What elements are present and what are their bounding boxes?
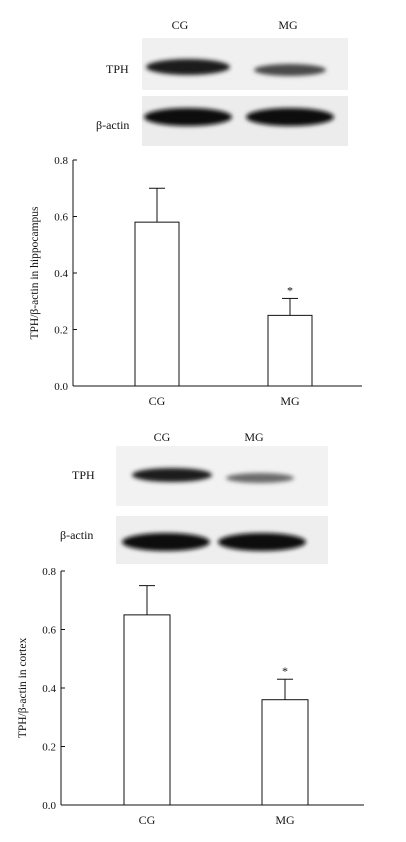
band-actin-mg	[218, 533, 306, 551]
bar-mg	[261, 699, 309, 806]
cortex-blot-image	[116, 446, 328, 564]
hippocampus-blot-image	[142, 38, 348, 146]
x-tick-label-mg: MG	[280, 394, 300, 408]
cortex-figure: CG MG TPH β-actin 0.0 0.2 0.4 0.6 0.8 TPH/β-a…	[0, 420, 406, 842]
band-tph-mg	[226, 473, 294, 483]
hippocampus-bar-chart: 0.0 0.2 0.4 0.6 0.8 TPH/β-actin in hippocampu…	[29, 155, 362, 408]
y-tick-label: 0.6	[54, 212, 68, 224]
hippocampus-figure: CG MG TPH β-actin 0.0 0.2 0.4 0.6 0.8 TPH/β-a…	[0, 0, 406, 420]
x-tick-label-cg: CG	[149, 394, 166, 408]
lane-label-cg: CG	[153, 430, 171, 444]
y-tick-label: 0.0	[42, 800, 56, 812]
blot-label-actin: β-actin	[60, 528, 94, 542]
band-actin-cg	[122, 533, 210, 551]
y-tick-label: 0.8	[42, 566, 56, 578]
y-tick-label: 0.2	[54, 325, 68, 337]
band-actin-mg	[246, 108, 334, 126]
y-tick-label: 0.4	[42, 683, 56, 695]
y-tick-label: 0.0	[54, 381, 68, 393]
x-tick-label-cg: CG	[139, 813, 156, 827]
blot-label-tph: TPH	[106, 62, 129, 76]
bar-cg	[134, 221, 180, 387]
blot-label-tph: TPH	[72, 468, 95, 482]
y-axis-label: TPH/β-actin in cortex	[17, 638, 29, 739]
blot-label-actin: β-actin	[96, 118, 130, 132]
band-actin-cg	[144, 108, 232, 126]
bar-mg	[267, 314, 313, 387]
y-tick-label: 0.2	[42, 742, 56, 754]
lane-label-mg: MG	[278, 18, 298, 32]
bar-cg	[123, 614, 171, 806]
x-tick-label-mg: MG	[275, 813, 295, 827]
cortex-bar-chart: 0.0 0.2 0.4 0.6 0.8 TPH/β-actin in cortex CG * M…	[17, 566, 364, 827]
band-tph-cg	[146, 59, 230, 75]
y-tick-label: 0.8	[54, 155, 68, 167]
band-tph-cg	[132, 468, 212, 482]
significance-mark-mg: *	[287, 283, 293, 297]
lane-label-cg: CG	[171, 18, 189, 32]
y-axis-label: TPH/β-actin in hippocampus	[29, 206, 41, 339]
significance-mark-mg: *	[282, 664, 288, 678]
y-tick-label: 0.6	[42, 625, 56, 637]
y-tick-label: 0.4	[54, 268, 68, 280]
band-tph-mg	[254, 64, 326, 76]
lane-label-mg: MG	[244, 430, 264, 444]
